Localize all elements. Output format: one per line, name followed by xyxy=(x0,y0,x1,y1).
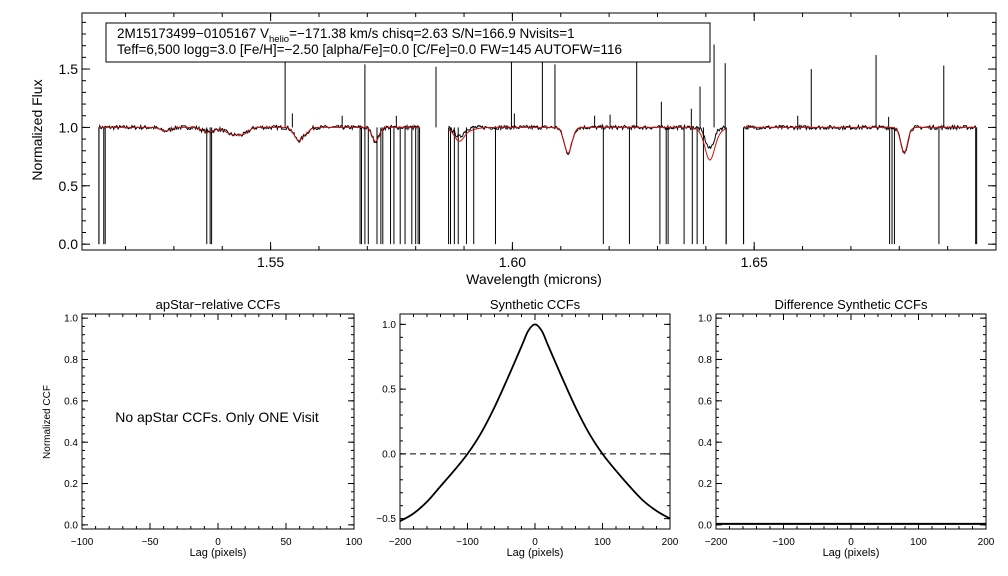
y-tick-label: 0.8 xyxy=(698,355,712,366)
x-tick-label: 100 xyxy=(594,537,611,548)
model-segment xyxy=(448,126,726,161)
x-tick-label: 100 xyxy=(346,537,363,548)
info-line1-pre: 2M15173499−0105167 V xyxy=(117,26,269,41)
y-tick-label: 0.0 xyxy=(698,520,712,531)
spectrum-info-box xyxy=(105,22,711,63)
difference-ccf-x-ticks: −200 −100 0 100 200 xyxy=(705,314,995,548)
difference-ccf-y-ticks: 0.0 0.2 0.4 0.6 0.8 1.0 xyxy=(698,314,986,531)
y-tick-label: 0.0 xyxy=(382,449,396,460)
y-tick-label: 0.4 xyxy=(698,438,712,449)
info-line1-post: =−171.38 km/s chisq=2.63 S/N=166.9 Nvisi… xyxy=(289,26,575,41)
y-tick-label: 1.5 xyxy=(59,61,79,77)
y-tick-label: 0.6 xyxy=(64,396,78,407)
y-tick-label: 1.0 xyxy=(59,119,79,135)
info-line1-sub: helio xyxy=(269,34,289,45)
y-tick-label: 0.2 xyxy=(64,479,78,490)
spectrum-info-line1: 2M15173499−0105167 Vhelio=−171.38 km/s c… xyxy=(117,26,575,45)
spectrum-model-line xyxy=(98,126,976,161)
x-tick-label: 200 xyxy=(978,537,995,548)
x-tick-label: 0 xyxy=(532,537,538,548)
x-tick-label: 0 xyxy=(848,537,854,548)
spectrum-panel: 1.55 1.60 1.65 0.0 0.5 1.0 1.5 2M15173499−010… xyxy=(29,12,997,287)
spectrum-axes-frame xyxy=(81,12,997,251)
x-tick-label: −100 xyxy=(772,537,795,548)
synthetic-ccf-x-ticks: −200 −100 0 100 200 xyxy=(389,314,679,548)
difference-ccf-title: Difference Synthetic CCFs xyxy=(775,297,928,312)
apstar-ccf-y-label: Normalized CCF xyxy=(42,385,53,459)
synthetic-ccf-curve xyxy=(399,323,671,523)
spectrum-x-label: Wavelength (microns) xyxy=(466,271,602,287)
y-tick-label: −0.5 xyxy=(376,514,396,525)
x-tick-label: 1.60 xyxy=(499,254,526,270)
spectrum-y-label: Normalized Flux xyxy=(29,79,45,180)
spectrum-info-line2: Teff=6,500 logg=3.0 [Fe/H]=−2.50 [alpha/… xyxy=(117,42,622,57)
difference-ccf-panel: −200 −100 0 100 200 0.0 0.2 0.4 0.6 0.8 1.0 Diffe… xyxy=(698,297,995,559)
x-tick-label: 100 xyxy=(910,537,927,548)
apstar-ccf-title: apStar−relative CCFs xyxy=(156,297,281,312)
x-tick-label: 200 xyxy=(662,537,679,548)
y-tick-label: 1.0 xyxy=(698,314,712,325)
synthetic-ccf-x-label: Lag (pixels) xyxy=(507,547,564,559)
y-tick-label: 0.5 xyxy=(382,385,396,396)
x-tick-label: −100 xyxy=(456,537,479,548)
apstar-ccf-panel: −100 −50 0 50 100 0.0 0.2 0.4 0.6 0.8 1.0 apStar−… xyxy=(42,297,363,559)
apstar-ccf-x-label: Lag (pixels) xyxy=(190,547,247,559)
model-segment xyxy=(743,126,976,154)
model-segment xyxy=(98,126,420,142)
x-tick-label: 1.65 xyxy=(741,254,768,270)
difference-ccf-x-label: Lag (pixels) xyxy=(823,547,880,559)
spectrum-x-ticks: 1.55 1.60 1.65 xyxy=(125,13,997,270)
x-tick-label: 1.55 xyxy=(257,254,284,270)
apstar-ccf-y-ticks: 0.0 0.2 0.4 0.6 0.8 1.0 xyxy=(64,314,354,531)
x-tick-label: −100 xyxy=(71,537,94,548)
y-tick-label: 0.2 xyxy=(698,479,712,490)
x-tick-label: 0 xyxy=(215,537,221,548)
y-tick-label: 0.4 xyxy=(64,438,78,449)
y-tick-label: 0.6 xyxy=(698,396,712,407)
y-tick-label: 1.0 xyxy=(382,320,396,331)
spectrum-y-ticks: 0.0 0.5 1.0 1.5 xyxy=(59,21,996,252)
x-tick-label: −50 xyxy=(142,537,159,548)
spectrum-observed-line xyxy=(98,44,978,245)
y-tick-label: 0.8 xyxy=(64,355,78,366)
y-tick-label: 0.5 xyxy=(59,178,79,194)
apstar-ccf-x-ticks: −100 −50 0 50 100 xyxy=(71,314,363,548)
y-tick-label: 0.0 xyxy=(59,236,79,252)
y-tick-label: 1.0 xyxy=(64,314,78,325)
x-tick-label: −200 xyxy=(389,537,412,548)
apstar-ccf-annotation: No apStar CCFs. Only ONE Visit xyxy=(115,409,319,425)
y-tick-label: 0.0 xyxy=(64,520,78,531)
synthetic-ccf-panel: −200 −100 0 100 200 −0.5 0.0 0.5 1.0 Synthetic … xyxy=(376,297,679,559)
x-tick-label: −200 xyxy=(705,537,728,548)
x-tick-label: 50 xyxy=(280,537,292,548)
synthetic-ccf-title: Synthetic CCFs xyxy=(490,297,581,312)
observed-segment xyxy=(448,123,726,155)
